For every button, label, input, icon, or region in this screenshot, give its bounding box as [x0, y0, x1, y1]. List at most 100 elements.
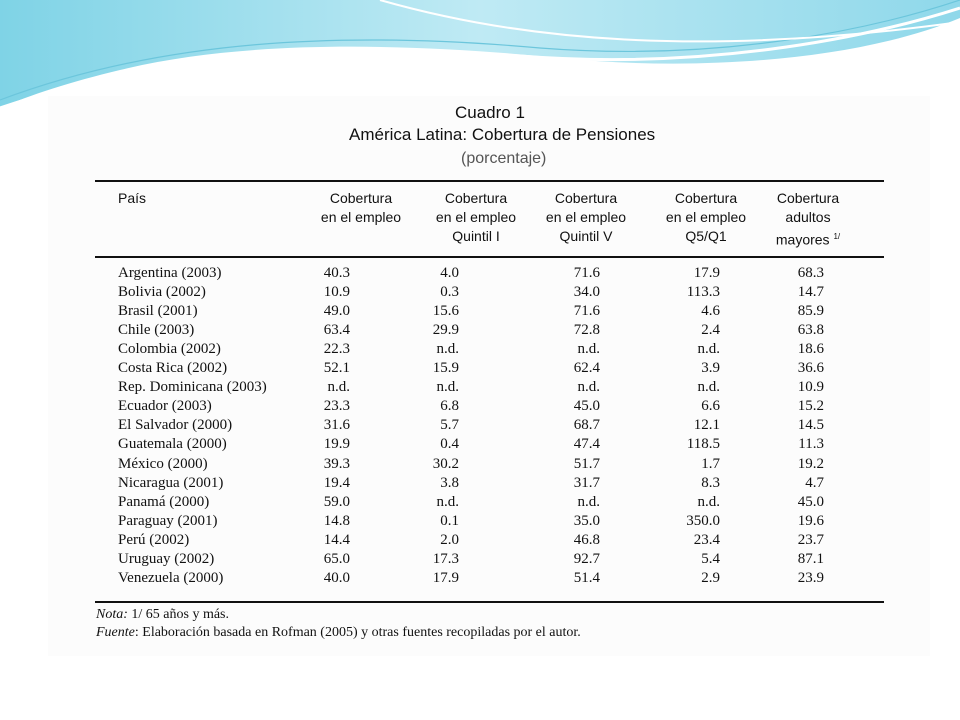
country-cell: Chile (2003) — [118, 322, 195, 339]
table-row: Brasil (2001) 49.0 15.6 71.6 4.6 85.9 — [0, 303, 960, 322]
value-cell: 11.3 — [798, 436, 824, 453]
value-cell: n.d. — [697, 379, 721, 396]
table-top-rule — [95, 180, 884, 182]
table-row: Guatemala (2000) 19.9 0.4 47.4 118.5 11.3 — [0, 436, 960, 455]
value-cell: 19.4 — [323, 474, 350, 491]
value-cell: 350.0 — [686, 512, 720, 529]
value-cell: 31.6 — [323, 417, 350, 434]
value-cell: 71.6 — [573, 265, 600, 281]
value-cell: 4.0 — [440, 265, 459, 281]
country-cell: Rep. Dominicana (2003) — [118, 379, 267, 396]
value-cell: 71.6 — [573, 303, 600, 320]
value-cell: n.d. — [327, 379, 351, 396]
country-cell: Venezuela (2000) — [118, 569, 224, 586]
table-source: Fuente: Elaboración basada en Rofman (20… — [96, 625, 581, 641]
value-cell: 92.7 — [573, 550, 600, 567]
header-col5-superscript: 1/ — [833, 232, 841, 241]
value-cell: 36.6 — [797, 360, 824, 377]
value-cell: 17.9 — [432, 569, 459, 586]
value-cell: 6.8 — [440, 398, 459, 415]
value-cell: 68.7 — [573, 417, 600, 434]
table-row: Venezuela (2000) 40.0 17.9 51.4 2.9 23.9 — [0, 570, 960, 589]
table-row: Rep. Dominicana (2003) n.d. n.d. n.d. n.d. 10… — [0, 379, 960, 398]
value-cell: 22.3 — [323, 341, 350, 358]
value-cell: 15.2 — [797, 398, 824, 415]
value-cell: 10.9 — [797, 379, 824, 396]
value-cell: 18.6 — [797, 341, 824, 358]
table-row: México (2000) 39.3 30.2 51.7 1.7 19.2 — [0, 456, 960, 475]
value-cell: 5.7 — [440, 417, 459, 434]
value-cell: 35.0 — [573, 512, 600, 529]
header-col3: Cobertura en el empleo Quintil V — [545, 190, 627, 244]
value-cell: 0.1 — [440, 512, 459, 529]
value-cell: 63.4 — [323, 322, 350, 339]
table-row: Perú (2002) 14.4 2.0 46.8 23.4 23.7 — [0, 532, 960, 551]
value-cell: 52.1 — [323, 360, 350, 377]
value-cell: 31.7 — [573, 474, 600, 491]
country-cell: Costa Rica (2002) — [118, 360, 228, 377]
value-cell: 2.4 — [701, 322, 720, 339]
source-text: : Elaboración basada en Rofman (2005) y … — [134, 625, 581, 640]
value-cell: 30.2 — [432, 455, 459, 472]
country-cell: Brasil (2001) — [118, 303, 198, 320]
value-cell: 15.9 — [432, 360, 459, 377]
country-cell: Colombia (2002) — [118, 341, 221, 358]
value-cell: 14.8 — [323, 512, 350, 529]
table-row: Chile (2003) 63.4 29.9 72.8 2.4 63.8 — [0, 322, 960, 341]
table-row: Ecuador (2003) 23.3 6.8 45.0 6.6 15.2 — [0, 398, 960, 417]
value-cell: 14.5 — [797, 417, 824, 434]
header-country: País — [118, 190, 147, 206]
value-cell: 23.9 — [797, 569, 824, 586]
value-cell: 23.7 — [797, 531, 824, 548]
header-col5: Cobertura adultos mayores 1/ — [775, 190, 841, 248]
table-row: Colombia (2002) 22.3 n.d. n.d. n.d. 18.6 — [0, 341, 960, 360]
value-cell: n.d. — [577, 341, 601, 358]
value-cell: 45.0 — [797, 493, 824, 510]
value-cell: 29.9 — [432, 322, 459, 339]
table-row: Argentina (2003) 40.3 4.0 71.6 17.9 68.3 — [0, 265, 960, 284]
value-cell: 39.3 — [323, 455, 350, 472]
value-cell: n.d. — [697, 341, 721, 358]
table-row: Bolivia (2002) 10.9 0.3 34.0 113.3 14.7 — [0, 284, 960, 303]
value-cell: 4.7 — [805, 474, 824, 491]
value-cell: 1.7 — [701, 455, 720, 472]
value-cell: 23.4 — [693, 531, 720, 548]
document-scan — [48, 96, 930, 656]
value-cell: 0.3 — [440, 284, 459, 301]
value-cell: 2.0 — [440, 531, 459, 548]
value-cell: 2.9 — [701, 569, 720, 586]
table-number: Cuadro 1 — [455, 103, 525, 122]
value-cell: n.d. — [697, 493, 721, 510]
value-cell: 40.0 — [323, 569, 350, 586]
value-cell: n.d. — [436, 493, 460, 510]
table-row: Paraguay (2001) 14.8 0.1 35.0 350.0 19.6 — [0, 513, 960, 532]
value-cell: 46.8 — [573, 531, 600, 548]
value-cell: 85.9 — [797, 303, 824, 320]
table-row: Panamá (2000) 59.0 n.d. n.d. n.d. 45.0 — [0, 494, 960, 513]
table-note: Nota: 1/ 65 años y más. — [96, 607, 229, 623]
table-title: América Latina: Cobertura de Pensiones — [349, 125, 656, 144]
value-cell: 51.7 — [573, 455, 600, 472]
value-cell: n.d. — [436, 379, 460, 396]
value-cell: 62.4 — [573, 360, 600, 377]
source-label: Fuente — [96, 625, 135, 640]
value-cell: 19.6 — [797, 512, 824, 529]
value-cell: 4.6 — [701, 303, 720, 320]
table-row: El Salvador (2000) 31.6 5.7 68.7 12.1 14.5 — [0, 417, 960, 436]
header-bottom-rule — [95, 256, 884, 258]
country-cell: Bolivia (2002) — [118, 284, 206, 301]
table-row: Costa Rica (2002) 52.1 15.9 62.4 3.9 36.6 — [0, 360, 960, 379]
header-col4: Cobertura en el empleo Q5/Q1 — [665, 190, 747, 244]
value-cell: 12.1 — [693, 417, 720, 434]
value-cell: 14.4 — [323, 531, 350, 548]
country-cell: Guatemala (2000) — [118, 436, 227, 453]
note-label: Nota: — [96, 607, 128, 622]
value-cell: n.d. — [577, 493, 601, 510]
country-cell: Paraguay (2001) — [118, 512, 218, 529]
value-cell: 118.5 — [686, 436, 720, 453]
value-cell: 3.8 — [440, 474, 459, 491]
country-cell: Panamá (2000) — [118, 493, 210, 510]
value-cell: 72.8 — [573, 322, 600, 339]
value-cell: 17.9 — [693, 265, 720, 281]
